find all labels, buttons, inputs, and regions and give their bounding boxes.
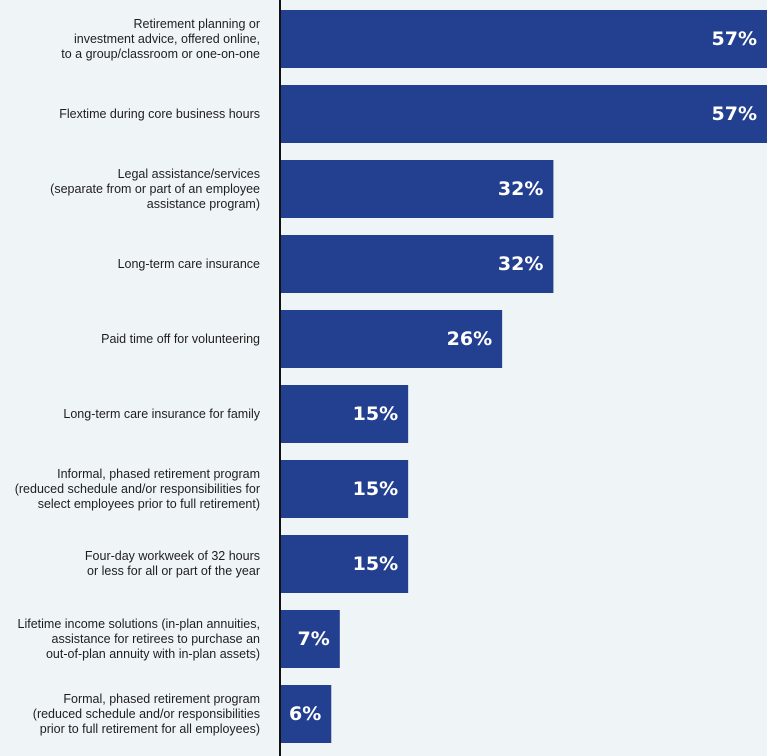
bar-9 xyxy=(280,685,332,743)
value-label-0: 57% xyxy=(712,28,757,50)
category-label-4: Paid time off for volunteering xyxy=(101,331,260,346)
bar-0 xyxy=(280,10,767,68)
category-label-1: Flextime during core business hours xyxy=(59,106,260,121)
bar-4 xyxy=(280,310,503,368)
bar-2 xyxy=(280,160,554,218)
bar-6 xyxy=(280,460,409,518)
category-label-7: Four-day workweek of 32 hours or less fo… xyxy=(84,549,260,578)
category-label-2: Legal assistance/services (separate from… xyxy=(50,166,260,211)
value-label-1: 57% xyxy=(712,103,757,125)
category-label-0: Retirement planning or investment advice… xyxy=(61,16,260,61)
value-label-7: 15% xyxy=(353,553,398,575)
category-label-8: Lifetime income solutions (in-plan annui… xyxy=(17,616,261,661)
value-label-3: 32% xyxy=(498,253,543,275)
value-label-4: 26% xyxy=(447,328,492,350)
category-label-3: Long-term care insurance xyxy=(117,256,260,271)
value-label-5: 15% xyxy=(353,403,398,425)
bar-8 xyxy=(280,610,340,668)
bar-5 xyxy=(280,385,409,443)
value-label-2: 32% xyxy=(498,178,543,200)
category-label-6: Informal, phased retirement program (red… xyxy=(14,466,260,511)
value-label-9: 6% xyxy=(289,703,321,725)
bar-1 xyxy=(280,85,767,143)
category-label-9: Formal, phased retirement program (reduc… xyxy=(32,691,260,736)
category-label-5: Long-term care insurance for family xyxy=(63,406,260,421)
bar-3 xyxy=(280,235,554,293)
bar-7 xyxy=(280,535,409,593)
value-label-8: 7% xyxy=(298,628,330,650)
value-label-6: 15% xyxy=(353,478,398,500)
